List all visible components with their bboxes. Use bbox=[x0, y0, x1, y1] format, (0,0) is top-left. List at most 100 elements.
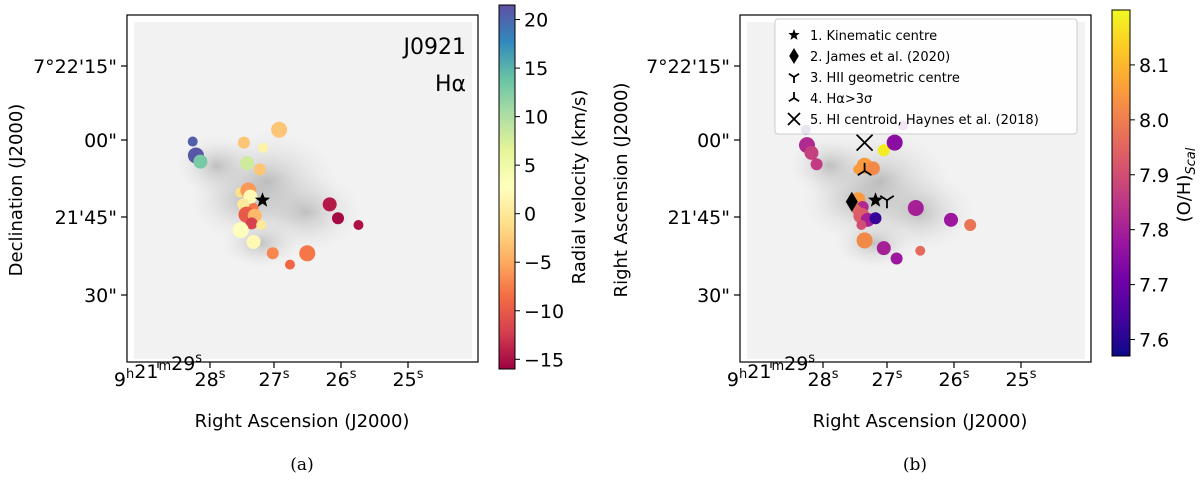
data-point bbox=[865, 161, 880, 176]
y-tick-label: 30" bbox=[697, 285, 730, 307]
x-tick-label: 27s bbox=[872, 367, 903, 391]
data-point bbox=[237, 136, 250, 149]
panel-a-annotation-line-2: Hα bbox=[435, 72, 466, 97]
panel-b-xlabel: Right Ascension (J2000) bbox=[813, 411, 1028, 432]
data-point bbox=[915, 245, 926, 256]
data-point bbox=[876, 241, 891, 256]
data-point bbox=[964, 218, 977, 231]
data-point bbox=[810, 158, 823, 171]
tri-down-marker bbox=[788, 72, 800, 83]
data-point bbox=[804, 145, 819, 160]
star-marker bbox=[867, 192, 884, 207]
panel-b-colorbar-ticks: 8.1 8.0 7.9 7.8 7.7 7.6 bbox=[1130, 55, 1169, 352]
legend-box bbox=[774, 18, 1078, 135]
panel-b-caption: (b) bbox=[903, 455, 927, 475]
panel-a-ylabel: Declination (J2000) bbox=[6, 104, 27, 277]
colorbar-tick-label: −10 bbox=[524, 301, 564, 323]
x-marker bbox=[855, 133, 874, 152]
y-tick-label: 7°22'15" bbox=[646, 56, 730, 78]
colorbar-tick-label: 7.6 bbox=[1139, 330, 1169, 352]
colorbar-tick-label: −5 bbox=[524, 252, 552, 274]
colorbar-tick-label: 10 bbox=[524, 107, 548, 129]
panel-a-caption: (a) bbox=[290, 455, 313, 475]
x-tick-label: 28s bbox=[808, 367, 839, 391]
x-tick-label: 25s bbox=[1006, 367, 1037, 391]
data-point bbox=[193, 154, 208, 169]
colorbar-tick-label: 5 bbox=[524, 155, 536, 177]
data-point bbox=[890, 252, 903, 265]
data-point bbox=[253, 163, 266, 176]
y-tick-label: 00" bbox=[84, 130, 117, 152]
panel-b-legend: 1. Kinematic centre 2. James et al. (2020… bbox=[774, 18, 1078, 135]
x-tick-label: 28s bbox=[195, 367, 226, 391]
legend-entry-label: 4. Hα>3σ bbox=[810, 92, 872, 107]
x-tick-label: 9h21m29s bbox=[727, 351, 815, 391]
data-point bbox=[322, 197, 337, 212]
y-tick-label: 21'45" bbox=[668, 207, 730, 229]
data-point bbox=[271, 121, 288, 138]
colorbar-b-label-sub: Scal bbox=[1184, 147, 1199, 174]
tri-up-marker bbox=[857, 162, 872, 177]
panel-b: 1. Kinematic centre 2. James et al. (2020… bbox=[611, 9, 1199, 475]
data-point bbox=[877, 144, 890, 157]
data-point bbox=[886, 134, 903, 151]
panel-b-colorbar-label: (O/H)Scal bbox=[1174, 147, 1199, 222]
tri-up-marker bbox=[788, 92, 800, 103]
panel-b-centre-markers bbox=[845, 133, 895, 212]
colorbar-tick-label: 8.0 bbox=[1139, 110, 1169, 132]
tri-down-marker bbox=[879, 195, 895, 209]
y-tick-label: 30" bbox=[84, 285, 117, 307]
data-point bbox=[258, 142, 269, 153]
colorbar-b-label-main: (O/H) bbox=[1174, 175, 1195, 223]
y-tick-label: 00" bbox=[697, 130, 730, 152]
panel-a-colorbar-label: Radial velocity (km/s) bbox=[569, 90, 590, 285]
x-tick-label: 26s bbox=[326, 367, 357, 391]
colorbar-tick-label: 8.1 bbox=[1139, 55, 1169, 77]
data-point bbox=[245, 217, 258, 230]
data-point bbox=[856, 232, 873, 249]
colorbar-tick-label: 7.8 bbox=[1139, 220, 1169, 242]
panel-a-annotation-line-1: J0921 bbox=[402, 35, 466, 60]
star-marker bbox=[254, 192, 271, 207]
data-point bbox=[232, 222, 249, 239]
y-tick-label: 7°22'15" bbox=[33, 56, 117, 78]
legend-entry-label: 5. HI centroid, Haynes et al. (2018) bbox=[810, 113, 1039, 128]
data-point bbox=[944, 212, 958, 227]
panel-b-ylabel: Right Ascension (J2000) bbox=[611, 83, 632, 298]
data-point bbox=[256, 219, 267, 230]
x-tick-label: 26s bbox=[939, 367, 970, 391]
star-marker bbox=[788, 29, 800, 40]
x-tick-label: 25s bbox=[393, 367, 424, 391]
data-point bbox=[856, 219, 867, 230]
colorbar-tick-label: 15 bbox=[524, 58, 548, 80]
data-point bbox=[285, 259, 295, 270]
panel-a-xlabel: Right Ascension (J2000) bbox=[195, 411, 410, 432]
colorbar-tick-label: 0 bbox=[524, 204, 536, 226]
diamond-marker bbox=[789, 48, 799, 64]
data-point bbox=[246, 234, 261, 249]
colorbar-tick-label: 7.9 bbox=[1139, 165, 1169, 187]
x-tick-label: 9h21m29s bbox=[114, 351, 202, 391]
colorbar-tick-label: 20 bbox=[524, 10, 548, 32]
panel-a-colorbar bbox=[498, 4, 516, 370]
panel-a-points bbox=[187, 121, 364, 270]
data-point bbox=[907, 199, 924, 216]
data-point bbox=[869, 212, 882, 225]
data-point bbox=[332, 212, 344, 225]
colorbar-tick-label: 7.7 bbox=[1139, 275, 1169, 297]
data-point bbox=[266, 247, 279, 260]
data-point bbox=[187, 136, 198, 147]
panel-a-annotation: J0921 Hα bbox=[402, 35, 466, 97]
colorbar-tick-label: −15 bbox=[524, 349, 564, 371]
data-point bbox=[240, 156, 255, 171]
legend-entry-label: 3. HII geometric centre bbox=[810, 71, 960, 86]
panel-a-colorbar-ticks: 20 15 10 5 0 −5 −10 −15 bbox=[515, 10, 564, 371]
legend-entry-label: 1. Kinematic centre bbox=[810, 29, 937, 44]
x-tick-label: 27s bbox=[259, 367, 290, 391]
diamond-marker bbox=[845, 191, 858, 212]
data-point bbox=[299, 245, 316, 262]
data-point bbox=[353, 219, 364, 230]
